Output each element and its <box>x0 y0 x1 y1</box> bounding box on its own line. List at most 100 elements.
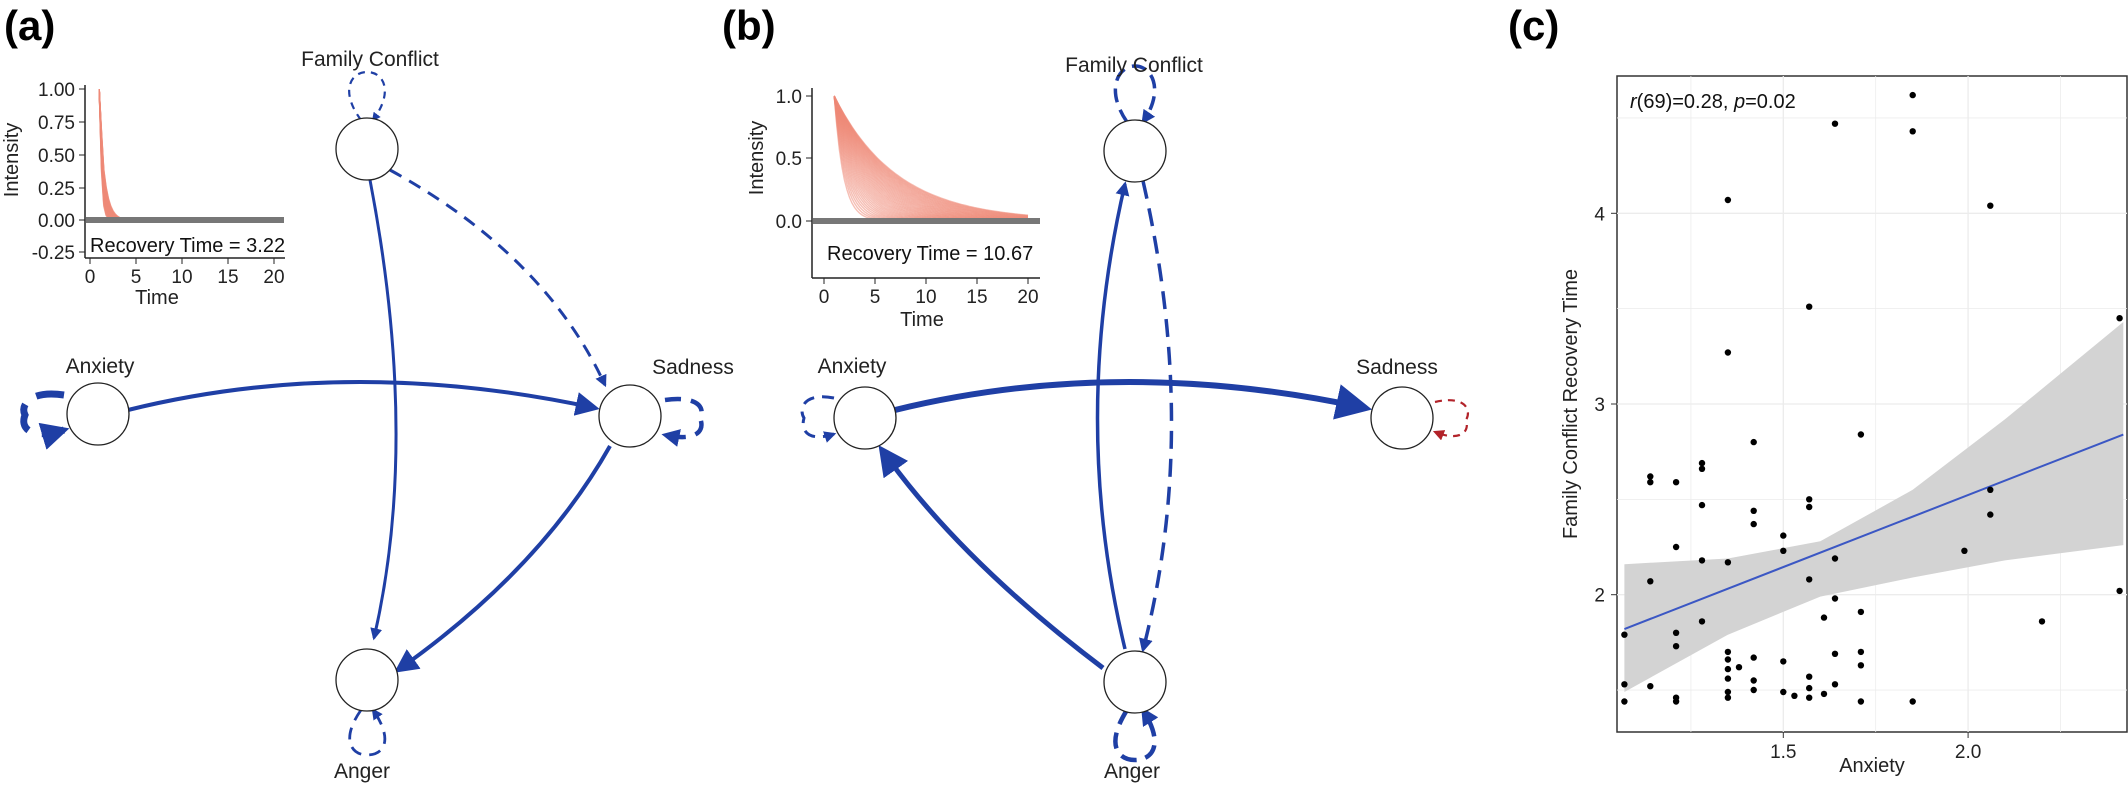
impulse-curve <box>98 88 274 221</box>
selfloop-family-conflict <box>348 70 386 122</box>
data-point <box>1647 578 1654 585</box>
panel-b: (b) Family Conflict Anxiety Sadness Ange… <box>722 2 1470 783</box>
data-point <box>1647 479 1654 486</box>
data-point <box>1621 631 1628 638</box>
node-label-family-conflict-b: Family Conflict <box>1065 54 1203 77</box>
impulse-curve <box>98 88 274 221</box>
impulse-curve <box>98 88 274 221</box>
node-label-family-conflict-a: Family Conflict <box>301 48 439 71</box>
impulse-curve <box>98 88 274 221</box>
node-sadness-b <box>1370 386 1434 450</box>
inset-b-ylabel: Intensity <box>746 121 768 195</box>
inset-a-impulse-curves <box>98 88 274 221</box>
node-label-sadness-b: Sadness <box>1356 356 1438 379</box>
impulse-curve <box>98 88 274 221</box>
impulse-curve <box>98 88 274 221</box>
node-label-anxiety-a: Anxiety <box>66 355 135 378</box>
impulse-curve <box>98 88 274 221</box>
inset-a-xticks: 0 5 10 15 20 <box>85 258 285 288</box>
data-point <box>1672 698 1680 705</box>
selfloop-sadness <box>661 396 704 447</box>
impulse-curve <box>98 88 274 221</box>
inset-b-yticks: 1.0 0.5 0.0 <box>776 87 812 233</box>
data-point <box>1806 673 1813 680</box>
data-point <box>1750 677 1757 684</box>
data-point <box>1621 681 1628 688</box>
inset-a-xtick-3: 10 <box>171 267 192 288</box>
data-point <box>1647 683 1654 690</box>
data-point <box>1724 675 1732 682</box>
inset-b-xtick-5: 20 <box>1017 287 1038 308</box>
edge-sadness-to-anger <box>394 445 612 673</box>
data-point <box>1672 643 1680 650</box>
impulse-curve <box>98 88 274 221</box>
data-point <box>1672 629 1680 636</box>
data-point <box>1724 648 1732 656</box>
selfloop-anger-b <box>1113 706 1159 763</box>
impulse-curve <box>98 88 274 221</box>
data-point <box>1780 547 1787 554</box>
node-label-anger-a: Anger <box>334 760 390 783</box>
impulse-curve <box>98 88 274 221</box>
panel-c: (c) 1.5 2.0 2 3 4 Anxiety Family Conflict R… <box>1508 2 2128 777</box>
impulse-curve <box>98 88 274 221</box>
impulse-curve <box>98 88 274 221</box>
inset-a-xlabel: Time <box>135 287 179 309</box>
confidence-band <box>1624 322 2124 692</box>
inset-a-xtick-4: 15 <box>217 267 238 288</box>
node-label-anxiety-b: Anxiety <box>818 355 887 378</box>
data-point <box>1909 91 1916 99</box>
data-point <box>1857 648 1865 656</box>
panel-b-label: (b) <box>722 2 776 49</box>
data-point <box>1831 650 1839 657</box>
inset-b-impulse-curves <box>833 95 1029 222</box>
correlation-stat: r(69)=0.28, p=0.02 <box>1630 91 1796 113</box>
y-tick-label: 2 <box>1594 586 1605 607</box>
data-point <box>1621 698 1628 705</box>
data-point <box>1698 501 1706 509</box>
data-point <box>1724 559 1732 566</box>
stat-rest2: =0.02 <box>1745 91 1796 113</box>
selfloop-sadness-b <box>1432 399 1470 441</box>
impulse-curve <box>98 88 274 221</box>
y-tick-label: 3 <box>1594 395 1605 416</box>
data-point <box>1806 576 1813 583</box>
y-tick-label: 4 <box>1594 204 1605 225</box>
impulse-curve <box>98 88 274 221</box>
data-point <box>1820 690 1828 698</box>
impulse-curve <box>98 88 274 221</box>
panel-a: (a) Family Conflict Anxiety Sadness Ange… <box>1 2 734 783</box>
panel-b-edges <box>800 64 1373 763</box>
stat-r: r <box>1630 91 1638 113</box>
impulse-curve <box>98 88 274 221</box>
edge-anger-to-anxiety-b <box>878 445 1105 670</box>
inset-a: 1.00 0.75 0.50 0.25 0.00 -0.25 0 5 10 15… <box>1 80 285 309</box>
selfloop-anxiety <box>20 390 70 450</box>
inset-b-xtick-2: 5 <box>870 287 881 308</box>
node-anxiety-a <box>66 382 130 446</box>
impulse-curve <box>98 88 274 221</box>
inset-b-xlabel: Time <box>900 309 944 331</box>
data-point <box>1806 694 1813 701</box>
node-family-conflict-a <box>335 117 399 181</box>
node-anxiety-b <box>833 386 897 450</box>
impulse-curve <box>98 88 274 221</box>
data-point <box>1750 520 1757 528</box>
impulse-curve <box>98 88 274 221</box>
inset-b-xticks: 0 5 10 15 20 <box>819 278 1039 308</box>
data-point <box>1961 547 1968 554</box>
scatter-yticks: 2 3 4 <box>1594 204 1617 607</box>
inset-a-xtick-1: 0 <box>85 267 96 288</box>
impulse-curve <box>98 88 274 221</box>
data-point <box>1750 438 1757 446</box>
data-point <box>1735 664 1743 671</box>
inset-a-yticks: 1.00 0.75 0.50 0.25 0.00 -0.25 <box>32 80 85 264</box>
panel-c-label: (c) <box>1508 2 1559 49</box>
data-point <box>1698 459 1706 467</box>
impulse-curve <box>98 88 274 221</box>
scatter-grid <box>1617 76 2127 732</box>
inset-b-recovery-time: Recovery Time = 10.67 <box>827 243 1033 265</box>
inset-a-xtick-2: 5 <box>131 267 142 288</box>
edge-familyconflict-to-sadness <box>389 168 607 388</box>
impulse-curve <box>98 88 274 221</box>
